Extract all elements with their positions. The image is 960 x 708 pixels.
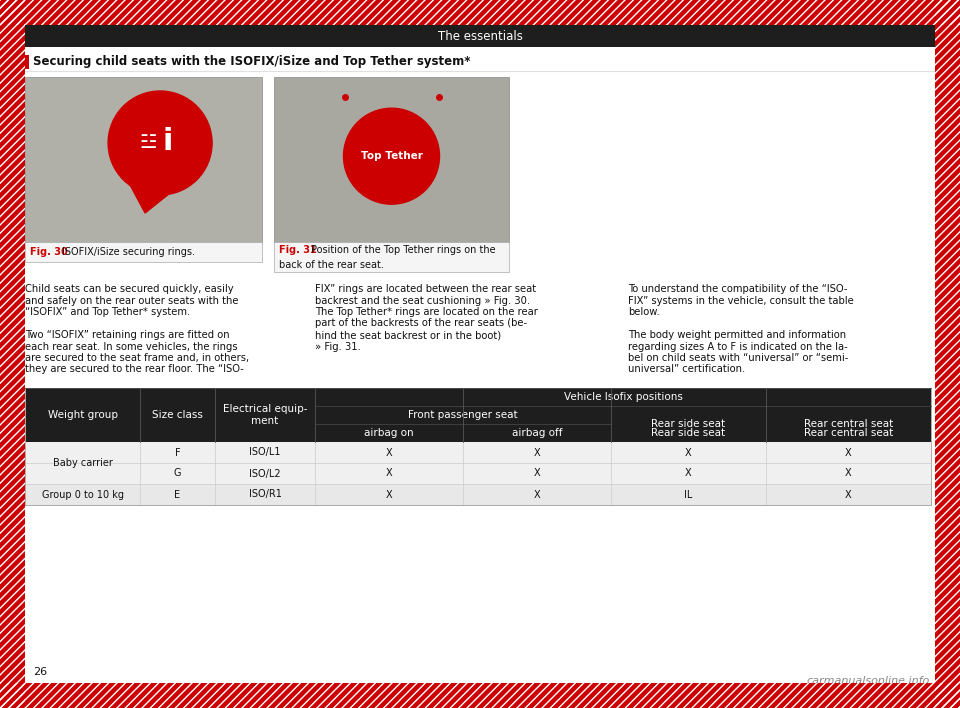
Text: ISO/R1: ISO/R1 [249, 489, 281, 500]
Bar [25, 77, 262, 242]
Bar [0, 0, 25, 708]
Circle shape [344, 108, 440, 204]
Text: ISOFIX/iSize securing rings.: ISOFIX/iSize securing rings. [62, 247, 195, 257]
Polygon shape [131, 185, 170, 213]
Bar [274, 242, 509, 272]
Text: and safely on the rear outer seats with the: and safely on the rear outer seats with … [25, 295, 238, 305]
Bar [25, 484, 931, 505]
Text: The Top Tether* rings are located on the rear: The Top Tether* rings are located on the… [315, 307, 538, 317]
Text: IL: IL [684, 489, 693, 500]
Bar [25, 242, 262, 262]
Bar [0, 0, 960, 25]
Bar [0, 0, 960, 25]
Bar [25, 55, 29, 69]
Text: hind the seat backrest or in the boot): hind the seat backrest or in the boot) [315, 330, 501, 340]
Text: ☳: ☳ [139, 134, 156, 152]
Text: are secured to the seat frame and, in others,: are secured to the seat frame and, in ot… [25, 353, 250, 363]
Text: Size class: Size class [152, 410, 203, 420]
Bar [274, 77, 509, 242]
Text: carmanualsonline.info: carmanualsonline.info [806, 676, 930, 686]
Text: backrest and the seat cushioning » Fig. 30.: backrest and the seat cushioning » Fig. … [315, 295, 530, 305]
Text: Vehicle Isofix positions: Vehicle Isofix positions [564, 392, 683, 402]
Text: Rear central seat: Rear central seat [804, 428, 893, 438]
Circle shape [108, 91, 212, 195]
Text: X: X [534, 447, 540, 457]
Text: Group 0 to 10 kg: Group 0 to 10 kg [41, 489, 124, 500]
Text: Fig. 30: Fig. 30 [30, 247, 68, 257]
Text: Baby carrier: Baby carrier [53, 458, 112, 468]
Text: X: X [685, 469, 692, 479]
Bar [25, 463, 931, 484]
Text: airbag on: airbag on [364, 428, 414, 438]
Text: regarding sizes A to F is indicated on the la-: regarding sizes A to F is indicated on t… [628, 341, 848, 351]
Text: » Fig. 31.: » Fig. 31. [315, 341, 361, 351]
Text: Front passenger seat: Front passenger seat [408, 410, 517, 420]
Text: Fig. 31: Fig. 31 [279, 246, 317, 256]
Text: i: i [163, 127, 174, 156]
Text: E: E [175, 489, 180, 500]
Bar [935, 0, 960, 708]
Bar [25, 388, 931, 442]
Bar [25, 442, 931, 463]
Text: Rear central seat: Rear central seat [804, 419, 893, 429]
Bar [25, 25, 935, 47]
Text: The body weight permitted and information: The body weight permitted and informatio… [628, 330, 846, 340]
Text: ISO/L1: ISO/L1 [250, 447, 280, 457]
Text: FIX” systems in the vehicle, consult the table: FIX” systems in the vehicle, consult the… [628, 295, 853, 305]
Text: X: X [845, 447, 852, 457]
Bar [0, 0, 25, 708]
Bar [935, 0, 960, 708]
Text: Rear side seat: Rear side seat [652, 428, 726, 438]
Text: X: X [845, 469, 852, 479]
Text: back of the rear seat.: back of the rear seat. [279, 261, 384, 270]
Text: The essentials: The essentials [438, 30, 522, 42]
Text: Position of the Top Tether rings on the: Position of the Top Tether rings on the [311, 246, 495, 256]
Text: they are secured to the rear floor. The “ISO-: they are secured to the rear floor. The … [25, 365, 244, 375]
Text: F: F [175, 447, 180, 457]
Text: ISO/L2: ISO/L2 [250, 469, 281, 479]
Text: each rear seat. In some vehicles, the rings: each rear seat. In some vehicles, the ri… [25, 341, 238, 351]
Text: Electrical equip-
ment: Electrical equip- ment [223, 404, 307, 426]
Text: X: X [386, 469, 393, 479]
Text: X: X [685, 447, 692, 457]
Text: Rear side seat: Rear side seat [652, 419, 726, 429]
Text: part of the backrests of the rear seats (be-: part of the backrests of the rear seats … [315, 319, 527, 329]
Text: X: X [534, 489, 540, 500]
Text: To understand the compatibility of the “ISO-: To understand the compatibility of the “… [628, 284, 848, 294]
Text: Two “ISOFIX” retaining rings are fitted on: Two “ISOFIX” retaining rings are fitted … [25, 330, 229, 340]
Bar [0, 683, 960, 708]
Text: X: X [386, 447, 393, 457]
Text: X: X [845, 489, 852, 500]
Text: airbag off: airbag off [512, 428, 563, 438]
Bar [0, 683, 960, 708]
Text: Top Tether: Top Tether [361, 152, 422, 161]
Text: bel on child seats with “universal” or “semi-: bel on child seats with “universal” or “… [628, 353, 849, 363]
Text: X: X [534, 469, 540, 479]
Text: “ISOFIX” and Top Tether* system.: “ISOFIX” and Top Tether* system. [25, 307, 190, 317]
Text: universal” certification.: universal” certification. [628, 365, 745, 375]
Text: X: X [386, 489, 393, 500]
Text: 26: 26 [33, 667, 47, 677]
Text: below.: below. [628, 307, 660, 317]
Text: G: G [174, 469, 181, 479]
Text: FIX” rings are located between the rear seat: FIX” rings are located between the rear … [315, 284, 536, 294]
Text: Weight group: Weight group [47, 410, 117, 420]
Text: Child seats can be secured quickly, easily: Child seats can be secured quickly, easi… [25, 284, 233, 294]
Text: Securing child seats with the ISOFIX/iSize and Top Tether system*: Securing child seats with the ISOFIX/iSi… [33, 55, 470, 69]
